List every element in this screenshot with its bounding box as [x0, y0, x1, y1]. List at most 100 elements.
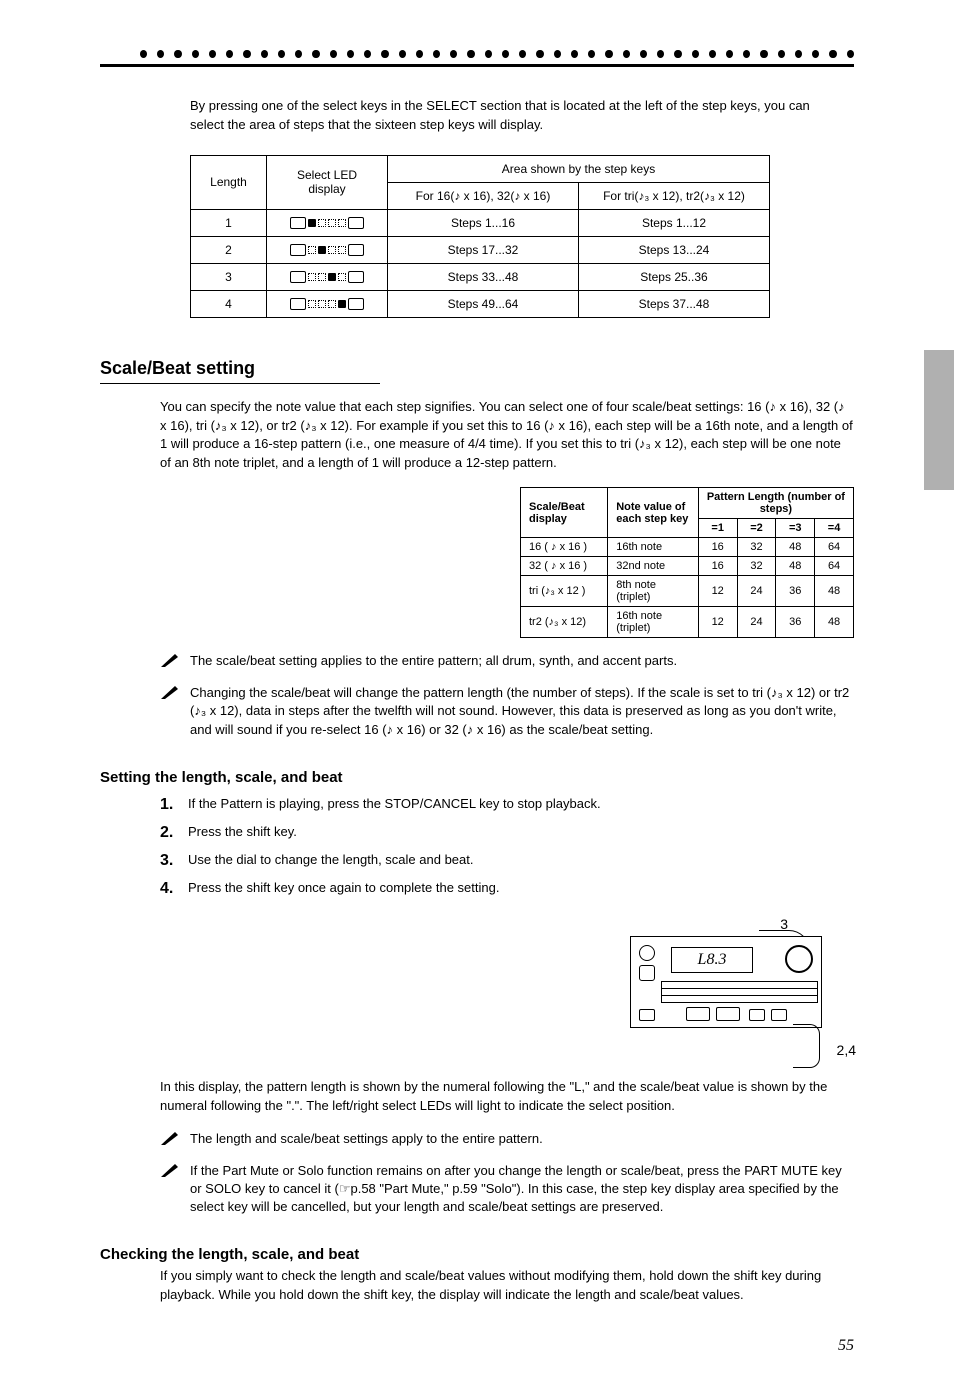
cell-scale: tri (♪₃ x 12 ): [521, 576, 608, 607]
cell-value: 16: [698, 557, 737, 576]
pen-icon: [160, 652, 180, 668]
cell-note: 8th note (triplet): [608, 576, 699, 607]
pen-icon: [160, 684, 180, 700]
note-item: Changing the scale/beat will change the …: [160, 684, 854, 739]
table-row: 4Steps 49...64Steps 37...48: [191, 290, 770, 317]
cell-note: 16th note: [608, 538, 699, 557]
procedure-step: 1. If the Pattern is playing, press the S…: [160, 796, 854, 814]
cell-value: 48: [815, 576, 854, 607]
cell-length: 2: [191, 236, 267, 263]
step-text: Press the shift key.: [188, 824, 297, 839]
step-number: 2.: [160, 824, 180, 842]
th-scale: Scale/Beat display: [521, 488, 608, 538]
matrix-icon: [661, 981, 818, 1003]
page-number: 55: [838, 1337, 854, 1355]
cell-value: 24: [737, 607, 776, 638]
step-number: 1.: [160, 796, 180, 814]
intro-paragraph: By pressing one of the select keys in th…: [190, 97, 834, 135]
cell-scale: 16 ( ♪ x 16 ): [521, 538, 608, 557]
heading-rule: [100, 383, 380, 384]
cell-led: [267, 290, 388, 317]
table-row: tri (♪₃ x 12 )8th note (triplet)12243648: [521, 576, 854, 607]
note-text: The length and scale/beat settings apply…: [190, 1130, 854, 1148]
section-heading-block: Scale/Beat setting: [100, 358, 854, 384]
table-row: 1 Steps 1...16Steps 1...12: [191, 209, 770, 236]
cell-value: 64: [815, 538, 854, 557]
cell-led: [267, 236, 388, 263]
procedure-step: 4. Press the shift key once again to comp…: [160, 880, 854, 898]
step-text: If the Pattern is playing, press the STO…: [188, 796, 601, 811]
cell-steps-tri: Steps 25..36: [579, 263, 770, 290]
cell-note: 32nd note: [608, 557, 699, 576]
cell-led: [267, 263, 388, 290]
cell-length: 3: [191, 263, 267, 290]
pen-icon: [160, 1162, 180, 1178]
post-panel-paragraph: In this display, the pattern length is s…: [160, 1078, 854, 1116]
panel-btn-icon: [716, 1007, 740, 1021]
scale-beat-table: Scale/Beat display Note value of each st…: [520, 487, 854, 638]
cell-value: 32: [737, 538, 776, 557]
step-number: 3.: [160, 852, 180, 870]
cell-value: 48: [776, 538, 815, 557]
panel-btn-icon: [686, 1007, 710, 1021]
cell-length: 1: [191, 209, 267, 236]
cell-steps-16: Steps 33...48: [388, 263, 579, 290]
dial-icon: [785, 945, 813, 973]
panel-btn-icon: [749, 1009, 765, 1021]
knob-icon: [639, 945, 655, 961]
panel-display: L8.3: [671, 947, 753, 973]
note-item: The scale/beat setting applies to the en…: [160, 652, 854, 670]
th-eq2: =2: [737, 519, 776, 538]
th-pattern: Pattern Length (number of steps): [698, 488, 853, 519]
th-length: Length: [191, 155, 267, 209]
cell-note: 16th note (triplet): [608, 607, 699, 638]
procedure-step: 2. Press the shift key.: [160, 824, 854, 842]
cell-value: 48: [815, 607, 854, 638]
header-rule: [100, 64, 854, 67]
th-eq3: =3: [776, 519, 815, 538]
cell-value: 12: [698, 576, 737, 607]
table-row: 2Steps 17...32Steps 13...24: [191, 236, 770, 263]
procedure-heading-1: Setting the length, scale, and beat: [100, 769, 854, 786]
scale-paragraph: You can specify the note value that each…: [160, 398, 854, 473]
cell-led: [267, 209, 388, 236]
th-note: Note value of each step key: [608, 488, 699, 538]
th-select: Select LED display: [267, 155, 388, 209]
table-row: 3 Steps 33...48Steps 25..36: [191, 263, 770, 290]
note-text: If the Part Mute or Solo function remain…: [190, 1162, 854, 1217]
cell-value: 24: [737, 576, 776, 607]
th-area-16: For 16(♪ x 16), 32(♪ x 16): [388, 182, 579, 209]
note-text: The scale/beat setting applies to the en…: [190, 652, 854, 670]
cell-value: 12: [698, 607, 737, 638]
cell-steps-16: Steps 49...64: [388, 290, 579, 317]
callout-2-4: 2,4: [837, 1042, 856, 1058]
scale-beat-heading: Scale/Beat setting: [100, 358, 854, 379]
th-eq1: =1: [698, 519, 737, 538]
side-tab: [924, 350, 954, 490]
step-text: Press the shift key once again to comple…: [188, 880, 499, 895]
cell-scale: tr2 (♪₃ x 12): [521, 607, 608, 638]
th-area: Area shown by the step keys: [388, 155, 770, 182]
table-row: tr2 (♪₃ x 12)16th note (triplet)12243648: [521, 607, 854, 638]
button-icon: [639, 965, 655, 981]
th-area-tri: For tri(♪₃ x 12), tr2(♪₃ x 12): [579, 182, 770, 209]
procedure-step: 3. Use the dial to change the length, sca…: [160, 852, 854, 870]
panel-btn-icon: [639, 1009, 655, 1021]
panel-btn-icon: [771, 1009, 787, 1021]
cell-value: 36: [776, 576, 815, 607]
step-text: Use the dial to change the length, scale…: [188, 852, 473, 867]
cell-steps-tri: Steps 13...24: [579, 236, 770, 263]
cell-value: 32: [737, 557, 776, 576]
note-item: The length and scale/beat settings apply…: [160, 1130, 854, 1148]
panel-diagram: 3 L8.3 2,4: [630, 918, 830, 1068]
note-item: If the Part Mute or Solo function remain…: [160, 1162, 854, 1217]
post-paragraph: If you simply want to check the length a…: [160, 1267, 854, 1305]
procedure-heading-2: Checking the length, scale, and beat: [100, 1246, 854, 1263]
cell-value: 36: [776, 607, 815, 638]
step-number: 4.: [160, 880, 180, 898]
cell-length: 4: [191, 290, 267, 317]
step-area-table: Length Select LED display Area shown by …: [190, 155, 770, 318]
cell-steps-16: Steps 1...16: [388, 209, 579, 236]
cell-steps-tri: Steps 1...12: [579, 209, 770, 236]
th-eq4: =4: [815, 519, 854, 538]
